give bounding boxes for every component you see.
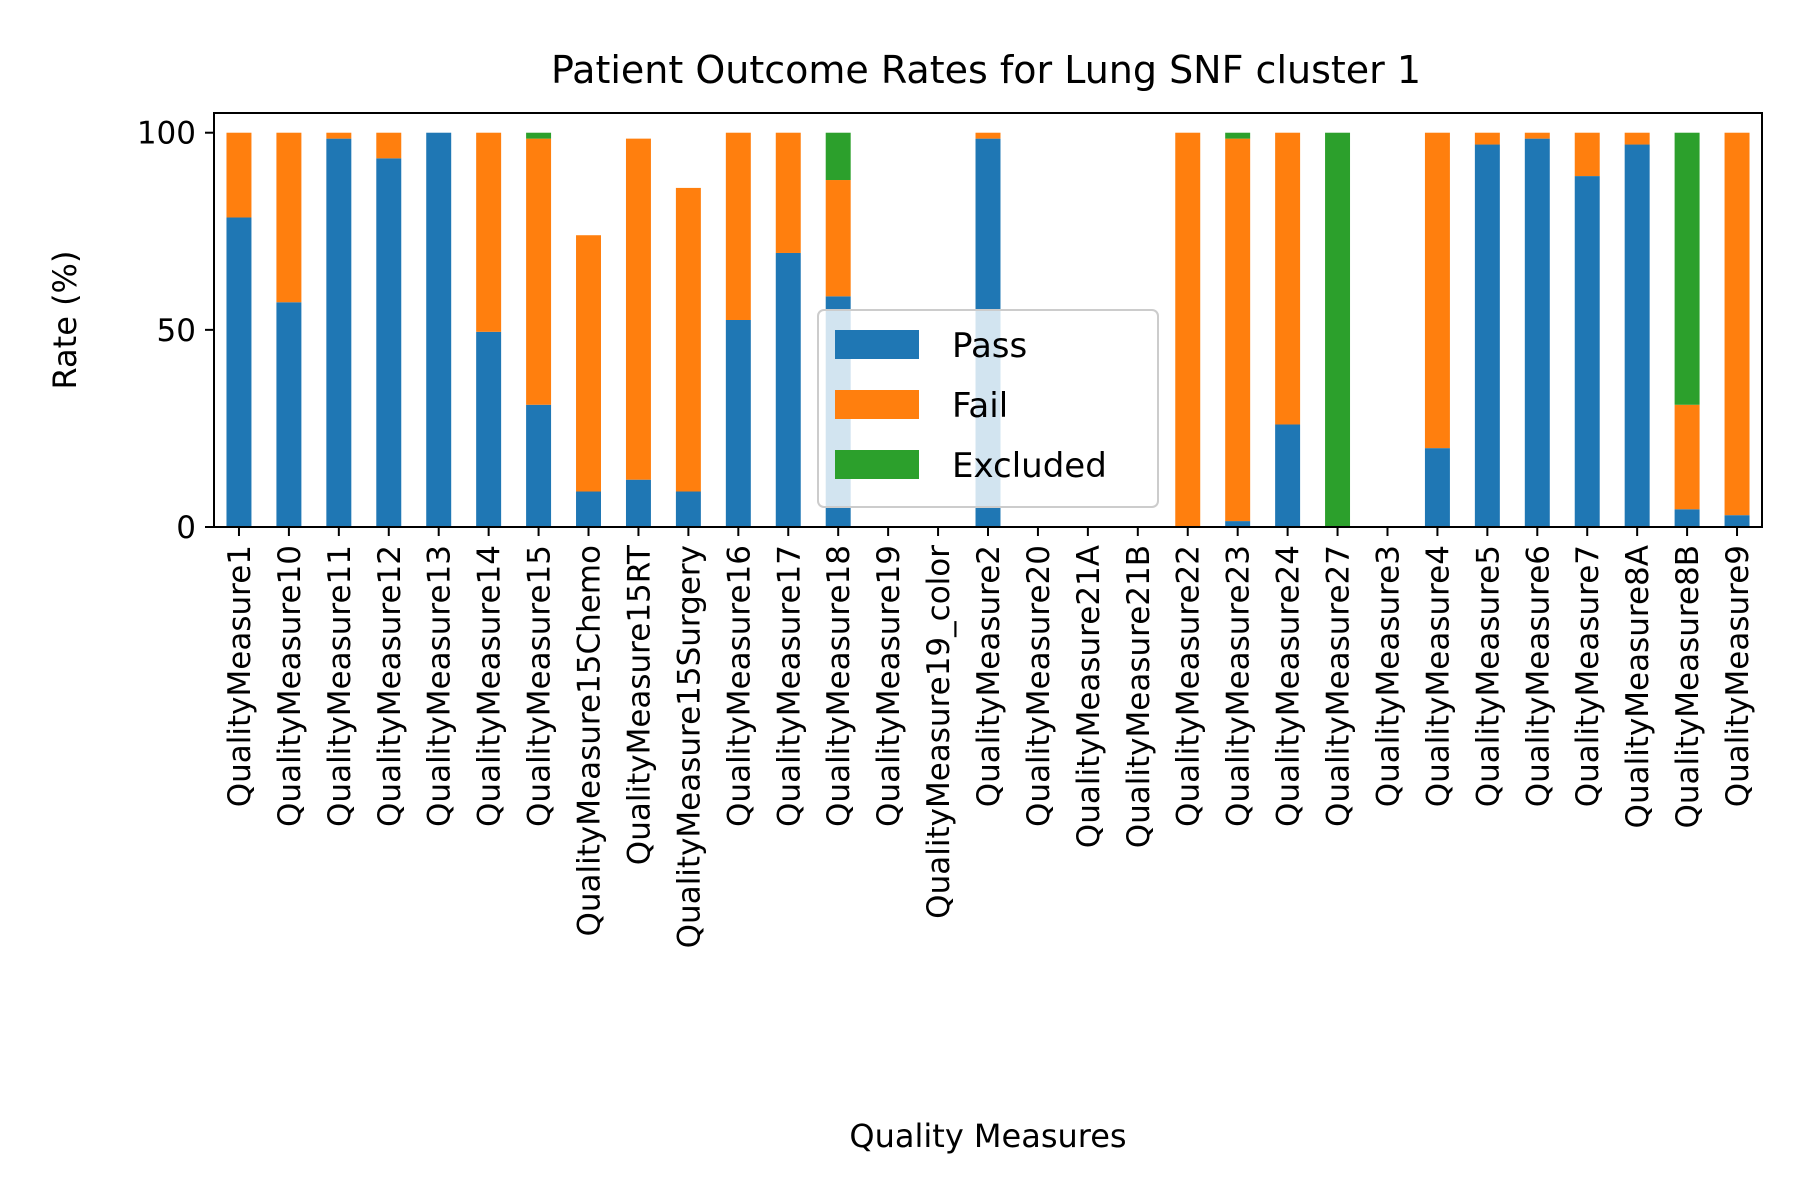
y-tick-label: 0 (176, 510, 196, 546)
x-tick-label: QualityMeasure1 (222, 545, 258, 807)
bar-fail-qualitymeasure14 (476, 132, 502, 332)
legend-swatch-excluded (835, 450, 919, 479)
bar-excluded-qualitymeasure18 (825, 132, 851, 181)
y-axis: 0 50 100 (137, 116, 214, 546)
bar-fail-qualitymeasure18 (825, 180, 851, 297)
legend-swatch-pass (835, 330, 919, 359)
x-tick-label: QualityMeasure2 (971, 545, 1007, 807)
bar-pass-qualitymeasure17 (775, 252, 801, 527)
bar-pass-qualitymeasure15surgery (675, 491, 701, 527)
bar-fail-qualitymeasure7 (1574, 132, 1600, 177)
x-tick-label: QualityMeasure8B (1670, 545, 1706, 829)
x-tick-label: QualityMeasure6 (1520, 545, 1556, 807)
bar-pass-qualitymeasure5 (1474, 144, 1500, 528)
bar-excluded-qualitymeasure15 (526, 132, 552, 139)
x-tick-label: QualityMeasure5 (1470, 545, 1506, 807)
bars-group (226, 132, 1750, 528)
y-tick-label: 50 (157, 313, 196, 349)
x-tick-label: QualityMeasure24 (1271, 545, 1307, 827)
bar-fail-qualitymeasure11 (326, 132, 352, 139)
x-tick-label: QualityMeasure10 (272, 545, 308, 827)
bar-fail-qualitymeasure24 (1275, 132, 1301, 425)
x-tick-label: QualityMeasure11 (322, 545, 358, 827)
x-tick-label: QualityMeasure20 (1021, 545, 1057, 827)
bar-pass-qualitymeasure14 (476, 331, 502, 527)
bar-pass-qualitymeasure12 (376, 158, 402, 527)
x-axis: QualityMeasure1 QualityMeasure10 QualityMe… (222, 527, 1756, 948)
bar-pass-qualitymeasure11 (326, 138, 352, 527)
bar-fail-qualitymeasure15surgery (675, 187, 701, 492)
bar-fail-qualitymeasure10 (276, 132, 302, 303)
bar-pass-qualitymeasure13 (426, 132, 452, 527)
bar-fail-qualitymeasure12 (376, 132, 402, 159)
x-tick-label: QualityMeasure17 (771, 545, 807, 827)
bar-fail-qualitymeasure2 (975, 132, 1001, 139)
bar-fail-qualitymeasure1 (226, 132, 252, 218)
x-tick-label: QualityMeasure21B (1121, 545, 1157, 848)
bar-pass-qualitymeasure8a (1624, 144, 1650, 528)
y-tick-label: 100 (137, 116, 196, 152)
x-tick-label: QualityMeasure19 (871, 545, 907, 827)
x-tick-label: QualityMeasure3 (1370, 545, 1406, 807)
bar-fail-qualitymeasure8b (1674, 404, 1700, 510)
bar-pass-qualitymeasure4 (1424, 448, 1450, 527)
bar-pass-qualitymeasure15rt (625, 479, 651, 527)
bar-fail-qualitymeasure15chemo (576, 235, 601, 492)
bar-fail-qualitymeasure5 (1474, 132, 1500, 145)
bar-fail-qualitymeasure15rt (625, 138, 651, 480)
legend: Pass Fail Excluded (817, 309, 1159, 508)
bar-pass-qualitymeasure6 (1524, 138, 1550, 527)
x-tick-label: QualityMeasure15 (522, 545, 558, 827)
chart-title: Patient Outcome Rates for Lung SNF clust… (551, 48, 1421, 92)
bar-pass-qualitymeasure1 (226, 217, 252, 528)
bar-pass-qualitymeasure15chemo (576, 491, 601, 527)
bar-fail-qualitymeasure8a (1624, 132, 1650, 145)
x-tick-label: QualityMeasure22 (1171, 545, 1207, 827)
x-tick-label: QualityMeasure13 (422, 545, 458, 827)
y-axis-label: Rate (%) (46, 251, 84, 390)
x-tick-label: QualityMeasure9 (1720, 545, 1756, 807)
bar-pass-qualitymeasure23 (1225, 521, 1251, 527)
bar-pass-qualitymeasure9 (1724, 515, 1750, 527)
x-tick-label: QualityMeasure4 (1420, 545, 1456, 807)
x-tick-label: QualityMeasure8A (1620, 545, 1656, 828)
bar-fail-qualitymeasure23 (1225, 138, 1251, 522)
bar-pass-qualitymeasure24 (1275, 424, 1301, 527)
bar-fail-qualitymeasure15 (526, 138, 552, 405)
x-tick-label: QualityMeasure15RT (621, 544, 657, 865)
x-tick-label: QualityMeasure27 (1321, 545, 1357, 827)
bar-pass-qualitymeasure10 (276, 302, 302, 527)
bar-excluded-qualitymeasure27 (1325, 132, 1351, 527)
x-tick-label: QualityMeasure19_color (921, 545, 957, 919)
bar-excluded-qualitymeasure23 (1225, 132, 1251, 139)
bar-fail-qualitymeasure16 (725, 132, 751, 320)
bar-excluded-qualitymeasure8b (1674, 132, 1700, 405)
bar-fail-qualitymeasure6 (1524, 132, 1550, 139)
legend-label-pass: Pass (952, 326, 1027, 366)
bar-fail-qualitymeasure22 (1175, 132, 1201, 527)
x-tick-label: QualityMeasure15Surgery (671, 545, 707, 948)
x-tick-label: QualityMeasure7 (1570, 545, 1606, 807)
x-tick-label: QualityMeasure23 (1221, 545, 1257, 827)
bar-pass-qualitymeasure16 (725, 320, 751, 527)
x-axis-label: Quality Measures (849, 1117, 1126, 1155)
bar-pass-qualitymeasure7 (1574, 176, 1600, 527)
bar-fail-qualitymeasure4 (1424, 132, 1450, 449)
x-tick-label: QualityMeasure12 (372, 545, 408, 827)
x-tick-label: QualityMeasure18 (821, 545, 857, 827)
bar-pass-qualitymeasure8b (1674, 509, 1700, 527)
x-tick-label: QualityMeasure15Chemo (572, 545, 608, 937)
x-tick-label: QualityMeasure16 (721, 545, 757, 827)
legend-swatch-fail (835, 390, 919, 419)
x-tick-label: QualityMeasure21A (1071, 545, 1107, 848)
legend-label-fail: Fail (952, 386, 1008, 426)
legend-label-excluded: Excluded (952, 446, 1107, 486)
bar-fail-qualitymeasure9 (1724, 132, 1750, 516)
bar-pass-qualitymeasure15 (526, 404, 552, 527)
x-tick-label: QualityMeasure14 (472, 545, 508, 827)
bar-fail-qualitymeasure17 (775, 132, 801, 253)
